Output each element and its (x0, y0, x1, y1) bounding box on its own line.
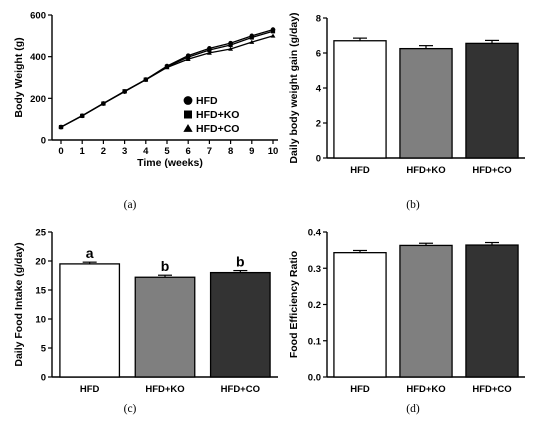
data-point-triangle (79, 113, 85, 118)
x-tick-label: 2 (101, 146, 106, 157)
panel-d-food-efficiency-chart: 0.0 0.1 0.2 0.3 0.4 Food Efficiency Ratio HFD H… (288, 228, 525, 415)
bar (399, 47, 453, 159)
panel-label: (b) (406, 199, 420, 211)
bar (59, 263, 121, 378)
x-tick-label: 1 (80, 146, 86, 157)
bar (333, 252, 387, 378)
bar (465, 42, 519, 159)
panel-a-body-weight-chart: 0 200 400 600 Body Weight (g) 0 1 2 3 4 5 6 7 8 9 10 Tim… (13, 11, 278, 212)
bar (134, 276, 196, 378)
y-tick-label: 0 (316, 154, 321, 165)
y-axis-label: Food Efficiency Ratio (288, 251, 300, 358)
bar (333, 40, 387, 159)
x-tick-label: HFD+KO (145, 384, 184, 395)
data-point-triangle (58, 124, 64, 129)
x-tick-label: 3 (122, 146, 127, 157)
x-tick-label: 7 (207, 146, 212, 157)
y-tick-label: 400 (30, 52, 46, 63)
x-tick-label: HFD (350, 165, 370, 176)
y-tick-label: 200 (30, 94, 46, 105)
x-tick-label: 6 (186, 146, 191, 157)
y-tick-label: 2 (316, 119, 321, 130)
y-tick-label: 0.4 (308, 228, 322, 239)
data-point-triangle (270, 33, 276, 38)
x-tick-label: HFD (80, 384, 100, 395)
significance-letter: b (236, 254, 245, 270)
y-tick-label: 20 (35, 257, 46, 268)
y-axis-label: Daily body weight gain (g/day) (288, 12, 300, 163)
data-point-triangle (122, 89, 128, 94)
bar (209, 271, 271, 378)
x-tick-label: HFD+CO (472, 165, 511, 176)
panel-label: (c) (124, 403, 137, 415)
data-point-triangle (206, 50, 212, 55)
y-tick-label: 0 (41, 136, 46, 147)
y-tick-label: 4 (316, 84, 322, 95)
x-tick-label: 5 (164, 146, 170, 157)
x-tick-label: HFD+CO (221, 384, 260, 395)
y-tick-label: 0.3 (308, 264, 321, 275)
y-tick-label: 8 (316, 14, 321, 25)
significance-letter: a (86, 245, 94, 261)
x-tick-label: HFD+CO (472, 384, 511, 395)
x-tick-label: 4 (143, 146, 149, 157)
data-point-triangle (249, 39, 255, 44)
y-tick-label: 15 (35, 286, 46, 297)
bar (399, 244, 453, 378)
legend-entry: HFD+CO (196, 123, 239, 135)
x-tick-label: 9 (249, 146, 254, 157)
data-point-triangle (185, 56, 191, 61)
x-tick-label: 10 (268, 146, 279, 157)
x-tick-label: HFD (350, 384, 370, 395)
y-tick-label: 0.2 (308, 300, 321, 311)
x-tick-label: HFD+KO (406, 165, 445, 176)
data-point-square (270, 29, 276, 34)
data-point-circle (183, 96, 193, 105)
panel-label: (a) (124, 199, 137, 211)
y-tick-label: 10 (35, 315, 46, 326)
y-tick-label: 0.1 (308, 336, 322, 347)
y-axis-label: Body Weight (g) (13, 37, 25, 117)
significance-letter: b (161, 258, 170, 274)
y-tick-label: 5 (41, 344, 47, 355)
y-tick-label: 6 (316, 49, 321, 60)
x-tick-label: HFD+KO (406, 384, 445, 395)
bar (465, 244, 519, 378)
panel-b-weight-gain-chart: 0 2 4 6 8 Daily body weight gain (g/day) HFD HF… (288, 12, 525, 211)
legend-entry: HFD (196, 95, 218, 107)
series-line-triangle (60, 35, 274, 128)
y-tick-label: 0.0 (308, 373, 321, 384)
y-tick-label: 25 (35, 228, 46, 239)
data-point-triangle (164, 65, 170, 70)
series-line-circle (60, 28, 274, 128)
data-point-square (184, 110, 192, 119)
data-point-square (249, 35, 254, 40)
data-point-triangle (228, 46, 234, 51)
y-axis-label: Daily Food Intake (g/day) (13, 242, 25, 366)
data-point-square (207, 47, 212, 53)
data-point-square (228, 42, 233, 48)
x-tick-label: 0 (58, 146, 63, 157)
x-axis-label: Time (weeks) (137, 157, 203, 169)
data-point-triangle (143, 77, 149, 82)
panel-c-food-intake-chart: 0 5 10 15 20 25 Daily Food Intake (g/day) HFD a H… (13, 228, 278, 415)
y-tick-label: 600 (30, 11, 46, 22)
data-point-triangle (100, 100, 106, 106)
panel-label: (d) (406, 403, 420, 415)
x-tick-label: 8 (228, 146, 233, 157)
legend-entry: HFD+KO (196, 109, 239, 121)
data-point-triangle (183, 123, 193, 132)
y-tick-label: 0 (41, 373, 46, 384)
